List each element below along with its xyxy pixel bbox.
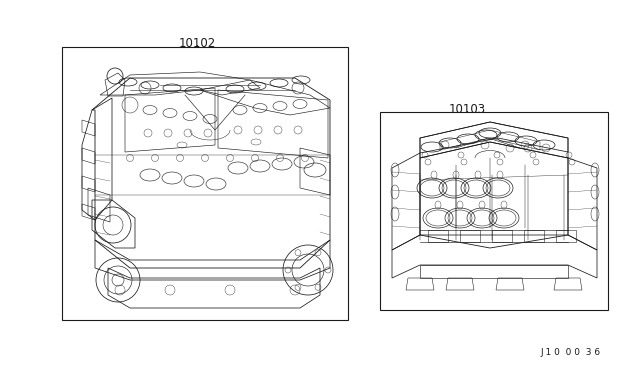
Text: J 1 0  0 0  3 6: J 1 0 0 0 3 6 xyxy=(541,348,601,357)
Bar xyxy=(62,47,348,320)
Text: 10103: 10103 xyxy=(449,103,486,116)
Bar xyxy=(380,112,608,310)
Text: 10102: 10102 xyxy=(179,37,216,50)
